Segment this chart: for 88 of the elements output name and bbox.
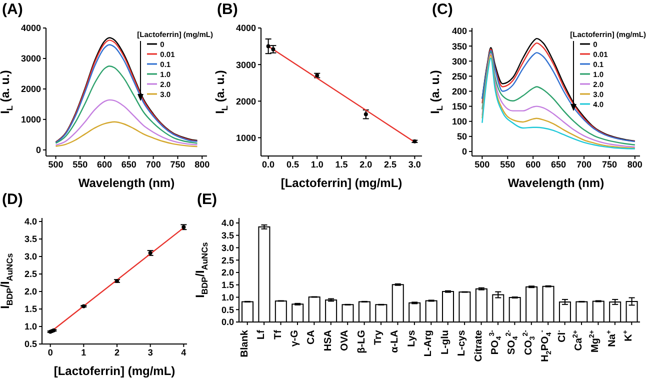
x-tick-label: OVA xyxy=(340,330,351,351)
x-tick-label: Citrate xyxy=(473,330,484,362)
x-tick-label: L-glu xyxy=(440,330,451,354)
y-tick-label: 1.5 xyxy=(221,280,234,290)
x-tick-label: 700 xyxy=(576,159,592,170)
x-tick-label: 1.5 xyxy=(335,159,348,170)
x-axis-title: [Lactoferrin] (mg/mL) xyxy=(280,176,402,190)
y-tick-label: 150 xyxy=(452,102,467,112)
x-tick-label: 650 xyxy=(121,159,136,170)
y-tick-label: 4000 xyxy=(20,23,41,34)
chart-title: (B) xyxy=(216,0,239,20)
x-tick-label: 2 xyxy=(114,347,120,358)
x-tick-label: β-LG xyxy=(356,330,368,354)
y-tick-label: 3.0 xyxy=(24,252,37,262)
y-tick-label: 300 xyxy=(452,56,467,66)
x-tick-label: 1.0 xyxy=(310,159,324,170)
x-tick-label: 550 xyxy=(500,159,516,170)
y-tick-label: 3000 xyxy=(20,54,41,64)
x-tick-label: 0.0 xyxy=(262,159,275,170)
x-tick-label: 600 xyxy=(526,159,541,170)
y-tick-label: 250 xyxy=(452,71,467,82)
y-tick-label: 4000 xyxy=(236,23,256,34)
x-tick-label: 600 xyxy=(97,159,112,170)
y-tick-label: 3000 xyxy=(236,60,256,70)
y-tick-label: 0 xyxy=(462,146,467,157)
x-tick-label: Lys xyxy=(406,330,418,347)
y-tick-label: 100 xyxy=(452,116,467,127)
x-tick-label: 650 xyxy=(551,159,566,170)
x-tick-label: L-Arg xyxy=(423,330,434,357)
y-tick-label: 4.0 xyxy=(221,218,234,228)
y-tick-label: 0 xyxy=(36,145,41,156)
x-tick-label: Lf xyxy=(256,329,268,340)
x-tick-label: 700 xyxy=(146,159,161,170)
y-tick-label: 400 xyxy=(452,26,467,36)
y-tick-label: 1.0 xyxy=(24,322,37,332)
y-tick-label: 0.5 xyxy=(221,304,234,315)
y-tick-label: 2.5 xyxy=(221,255,234,266)
y-tick-label: 3.0 xyxy=(221,242,234,253)
line-series xyxy=(55,121,198,148)
x-tick-label: Tf xyxy=(272,329,284,340)
chart-title: (D) xyxy=(1,190,24,210)
x-tick-label: CA xyxy=(306,330,318,344)
point xyxy=(364,112,368,116)
y-tick-label: 2.5 xyxy=(24,269,37,280)
x-tick-label: L-cys xyxy=(456,330,468,356)
y-tick-label: 0.0 xyxy=(221,317,234,328)
x-axis-title: [Lactoferrin] (mg/mL) xyxy=(54,364,176,378)
y-tick-label: 2000 xyxy=(236,96,256,106)
x-tick-label: 750 xyxy=(602,159,617,170)
chart-title: (C) xyxy=(431,0,454,20)
x-tick-label: 500 xyxy=(474,159,490,170)
x-tick-label: 500 xyxy=(48,159,64,170)
x-tick-label: 2.5 xyxy=(384,159,397,170)
x-tick-label: α-LA xyxy=(390,330,401,353)
x-axis-title: Wavelength (nm) xyxy=(508,176,604,190)
y-tick-label: 2000 xyxy=(20,84,41,94)
chart-title: (A) xyxy=(1,0,24,20)
x-tick-label: 800 xyxy=(627,159,642,170)
y-tick-label: 350 xyxy=(452,41,467,52)
y-tick-label: 1000 xyxy=(20,114,41,125)
x-tick-label: 2.0 xyxy=(360,159,372,170)
x-tick-label: 3.0 xyxy=(408,159,421,170)
x-tick-label: Try xyxy=(373,330,384,346)
x-tick-label: 4 xyxy=(181,347,186,358)
chart-title: (E) xyxy=(196,190,218,210)
y-tick-label: 3.5 xyxy=(221,230,234,241)
y-tick-label: 4.0 xyxy=(24,216,37,227)
x-axis-title: Wavelength (nm) xyxy=(78,176,175,190)
y-tick-label: 50 xyxy=(456,132,467,142)
x-tick-label: 1 xyxy=(81,347,86,358)
y-tick-label: 3.5 xyxy=(24,234,37,244)
x-tick-label: HSA xyxy=(322,330,334,352)
x-tick-label: 550 xyxy=(72,159,88,170)
y-tick-label: 1.5 xyxy=(24,304,37,314)
x-tick-label: 800 xyxy=(194,159,210,170)
y-tick-label: 1.0 xyxy=(221,292,234,302)
y-tick-label: 200 xyxy=(452,86,467,96)
y-tick-label: 2.0 xyxy=(24,286,37,297)
line-series xyxy=(55,99,198,146)
x-tick-label: γ-G xyxy=(289,330,300,347)
y-tick-label: 2.0 xyxy=(221,268,234,278)
x-tick-label: 3 xyxy=(148,347,153,358)
y-tick-label: 1000 xyxy=(236,132,256,143)
x-tick-label: 750 xyxy=(170,159,186,170)
x-tick-label: 0 xyxy=(48,347,53,358)
point xyxy=(266,44,270,48)
x-tick-label: 0.5 xyxy=(286,159,299,170)
x-tick-label: Blank xyxy=(239,330,250,358)
